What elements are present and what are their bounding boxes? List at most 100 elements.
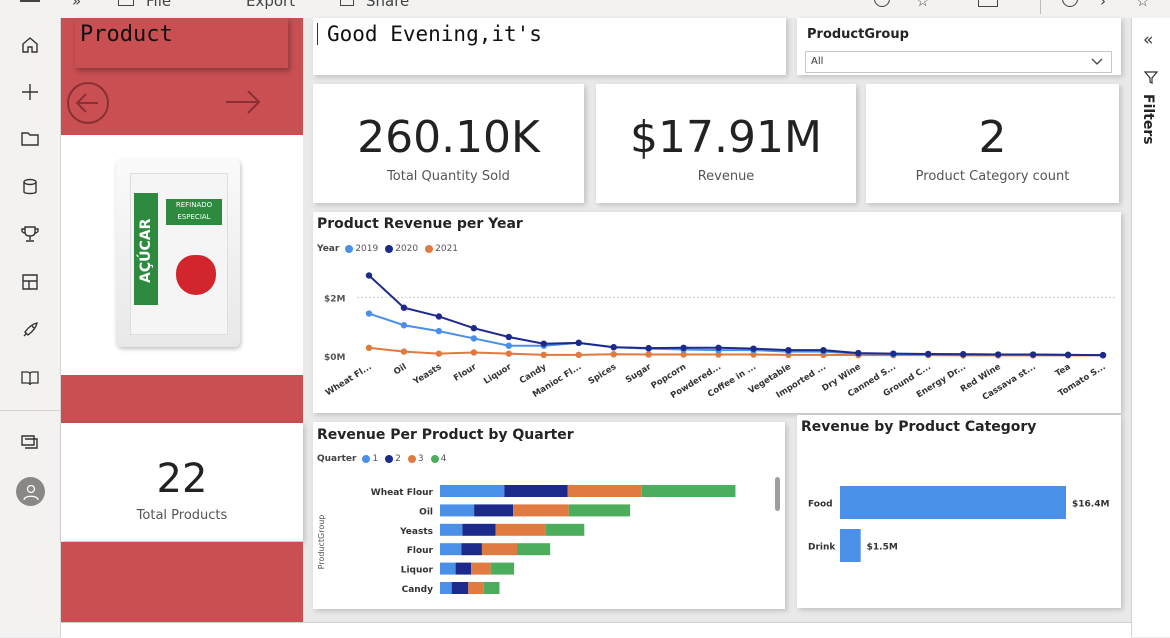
legend-item-2019[interactable]: 2019 <box>345 244 378 254</box>
strawberry-icon <box>176 255 216 295</box>
chart-scrollbar[interactable] <box>775 477 780 511</box>
bookmark-icon[interactable]: ☆ <box>916 0 930 10</box>
browse-icon[interactable] <box>17 126 43 152</box>
data-point-2020 <box>610 344 617 351</box>
legend-swatch <box>430 455 439 463</box>
filters-pane[interactable]: « Filters <box>1131 18 1170 637</box>
data-label: $1.5M <box>867 543 898 553</box>
legend-item-q2[interactable]: 2 <box>385 454 401 464</box>
slicer-dropdown[interactable]: All <box>805 51 1112 73</box>
category-label: Liquor <box>401 566 434 576</box>
collapse-filters-icon[interactable]: « <box>1143 30 1154 50</box>
category-label: Wheat Flour <box>371 488 434 498</box>
bar-segment-q2 <box>504 485 568 497</box>
bar-segment-q4 <box>517 543 551 556</box>
kpi-revenue-label: Revenue <box>697 169 755 184</box>
data-point-2020 <box>435 313 443 320</box>
x-tick-label: Wheat Fl... <box>324 362 374 398</box>
create-icon[interactable] <box>17 79 43 105</box>
x-tick-label: Flour <box>452 362 479 384</box>
line-chart-title: Product Revenue per Year <box>317 216 523 232</box>
learn-icon[interactable] <box>17 317 43 343</box>
legend-item-2020[interactable]: 2020 <box>385 244 418 254</box>
toolbar-divider <box>1040 0 1041 14</box>
view-icon[interactable] <box>978 0 998 7</box>
data-point-2020 <box>470 324 478 332</box>
refresh-icon[interactable] <box>874 0 890 7</box>
greeting-card: Good Evening,it's <box>313 18 786 75</box>
product-bottom-band <box>61 542 303 622</box>
category-label: Flour <box>407 546 434 556</box>
slicer-label: ProductGroup <box>807 27 909 42</box>
greeting-text: Good Evening,it's <box>327 22 542 46</box>
data-hub-icon[interactable] <box>17 174 43 200</box>
bar-segment-q1 <box>440 543 462 556</box>
legend-item-q1[interactable]: 1 <box>362 454 378 464</box>
bar-segment-q4 <box>568 504 631 517</box>
bar-segment-q1 <box>440 562 456 575</box>
filters-label: Filters <box>1140 94 1156 145</box>
y-tick-label: $2M <box>324 294 346 304</box>
bar-segment-q4 <box>483 582 500 594</box>
category-label: Candy <box>402 585 434 595</box>
series-line-2021 <box>368 346 1103 357</box>
data-point-2019 <box>365 310 373 317</box>
hamburger-icon[interactable] <box>20 0 40 2</box>
arrow-right-icon[interactable] <box>222 83 262 121</box>
bar-segment-q2 <box>462 523 496 536</box>
data-point-2021 <box>645 351 652 358</box>
data-point-2020 <box>505 333 513 341</box>
data-point-2021 <box>680 351 687 358</box>
data-point-2021 <box>715 351 722 358</box>
kpi-card-revenue: $17.91M Revenue <box>596 84 856 203</box>
legend-swatch <box>345 245 354 253</box>
legend-swatch <box>385 455 394 463</box>
legend-label: 4 <box>440 454 447 464</box>
star-icon[interactable]: ☆ <box>1136 0 1150 10</box>
y-tick-label: $0M <box>324 353 346 363</box>
left-nav-rail <box>0 18 61 637</box>
x-tick-label: Spices <box>587 362 619 387</box>
legend-item-q4[interactable]: 4 <box>430 454 447 464</box>
bar-segment-q3 <box>471 562 491 575</box>
chevron-right-icon[interactable]: › <box>1100 0 1106 10</box>
data-point-2020 <box>715 344 722 351</box>
file-menu[interactable]: File <box>146 0 172 10</box>
comment-icon[interactable] <box>1062 0 1078 7</box>
book-icon[interactable] <box>17 365 43 391</box>
legend-label: 2021 <box>435 244 459 254</box>
share-button[interactable]: Share <box>366 0 410 10</box>
top-toolbar: » File Export Share ☆ › ☆ <box>0 0 1170 19</box>
data-point-2020 <box>890 350 897 357</box>
data-point-2019 <box>470 335 478 342</box>
expand-icon[interactable]: » <box>72 0 82 10</box>
data-point-2021 <box>750 351 757 358</box>
export-menu[interactable]: Export <box>246 0 296 10</box>
chevron-down-icon <box>1091 58 1103 65</box>
revenue-by-category-chart[interactable]: Revenue by Product Category Food $16.4M Dr… <box>797 415 1121 608</box>
home-icon[interactable] <box>17 32 43 58</box>
workspaces-icon[interactable] <box>17 430 43 456</box>
goals-icon[interactable] <box>17 221 43 247</box>
revenue-by-quarter-chart[interactable]: Revenue Per Product by Quarter Quarter 1… <box>313 422 785 609</box>
product-image-subtext: REFINADO ESPECIAL <box>166 199 222 225</box>
bar-segment-q2 <box>474 504 514 517</box>
stacked-chart-legend: Quarter 1 2 3 4 <box>317 454 449 464</box>
data-point-2021 <box>575 351 582 359</box>
arrow-left-icon[interactable] <box>66 81 109 124</box>
data-point-2021 <box>505 350 513 357</box>
revenue-per-year-chart[interactable]: Product Revenue per Year Year 2019 2020 … <box>313 212 1121 413</box>
data-point-2021 <box>540 351 547 359</box>
apps-icon[interactable] <box>17 269 43 295</box>
legend-label: 2 <box>395 454 401 464</box>
data-point-2021 <box>435 350 443 357</box>
category-bar <box>840 529 861 562</box>
bar-segment-q4 <box>490 562 515 575</box>
kpi-quantity-value: 260.10K <box>357 112 540 163</box>
legend-label: 1 <box>372 454 379 464</box>
series-line-2020 <box>368 274 1104 357</box>
legend-item-q3[interactable]: 3 <box>407 454 424 464</box>
account-icon[interactable] <box>16 477 45 506</box>
category-label: Oil <box>419 507 433 517</box>
legend-item-2021[interactable]: 2021 <box>425 244 458 254</box>
